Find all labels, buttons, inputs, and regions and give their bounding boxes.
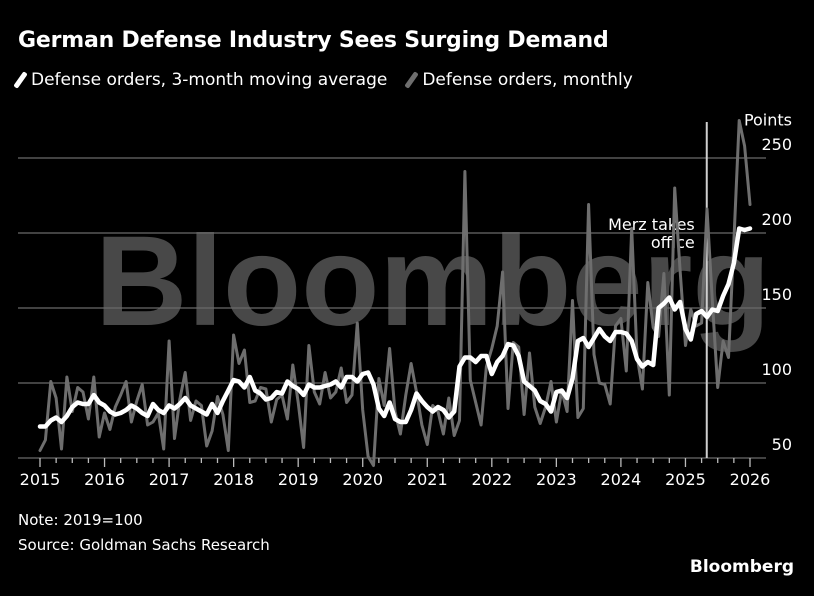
chart-title: German Defense Industry Sees Surging Dem… bbox=[18, 28, 609, 53]
series-line-monthly bbox=[38, 119, 752, 467]
annotation-label: Merz takes bbox=[608, 215, 695, 234]
y-axis: 50 100 150 200 250 Points bbox=[744, 111, 792, 455]
y-tick-label: 200 bbox=[761, 210, 792, 229]
x-tick-label: 2025 bbox=[665, 470, 706, 489]
legend: Defense orders, 3-month moving average D… bbox=[13, 70, 633, 90]
y-tick-label: 50 bbox=[772, 435, 792, 454]
note: Note: 2019=100 bbox=[18, 511, 143, 529]
source: Source: Goldman Sachs Research bbox=[18, 536, 270, 554]
series-line-moving-average bbox=[37, 226, 753, 429]
x-tick-label: 2016 bbox=[84, 470, 125, 489]
x-tick-label: 2023 bbox=[536, 470, 577, 489]
bloomberg-logo: Bloomberg bbox=[689, 557, 794, 577]
legend-label: Defense orders, monthly bbox=[422, 70, 633, 90]
x-tick-label: 2017 bbox=[149, 470, 190, 489]
legend-item-monthly: Defense orders, monthly bbox=[404, 70, 633, 90]
legend-item-moving-average: Defense orders, 3-month moving average bbox=[13, 70, 388, 90]
x-tick-label: 2026 bbox=[730, 470, 771, 489]
x-axis: 2015 2016 2017 2018 2019 2020 2021 2022 2023 2024… bbox=[20, 458, 771, 489]
y-unit-label: Points bbox=[744, 111, 792, 130]
y-tick-label: 250 bbox=[761, 135, 792, 154]
series-lines bbox=[37, 119, 753, 467]
x-tick-label: 2018 bbox=[213, 470, 254, 489]
x-tick-label: 2019 bbox=[278, 470, 319, 489]
y-tick-label: 100 bbox=[761, 360, 792, 379]
x-tick-label: 2022 bbox=[471, 470, 512, 489]
x-tick-label: 2015 bbox=[20, 470, 61, 489]
legend-label: Defense orders, 3-month moving average bbox=[31, 70, 388, 90]
x-tick-label: 2024 bbox=[601, 470, 642, 489]
x-tick-label: 2021 bbox=[407, 470, 448, 489]
y-tick-label: 150 bbox=[761, 285, 792, 304]
x-tick-label: 2020 bbox=[342, 470, 383, 489]
